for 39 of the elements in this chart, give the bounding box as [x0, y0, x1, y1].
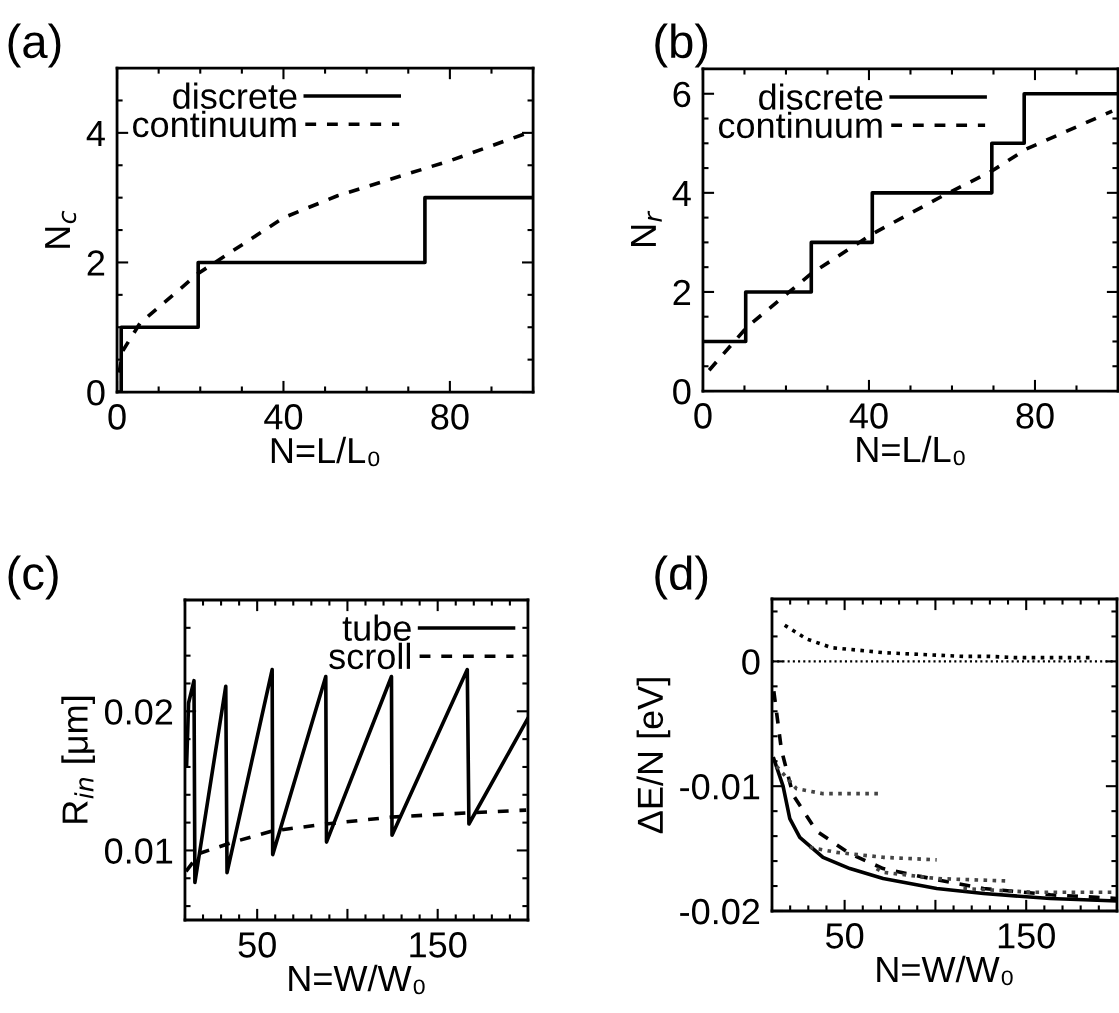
- chart-title: (a): [8, 23, 61, 68]
- y-axis-title: N$_{r}$: [631, 210, 662, 246]
- chart-title: (b): [655, 23, 708, 68]
- y-axis-title: N$_{c}$: [45, 210, 77, 248]
- y-tick-label: -0.01: [680, 774, 760, 800]
- x-axis-title: N=L/L₀: [271, 436, 380, 467]
- y-tick-label: -0.02: [680, 898, 760, 925]
- y-axis-title: R$_{in}$ [μm]: [61, 696, 95, 823]
- legend-label: continuum: [133, 110, 296, 138]
- x-tick-label: 80: [431, 404, 469, 430]
- y-tick-label: 4: [672, 181, 691, 206]
- y-tick-label: 0: [673, 378, 691, 405]
- legend-label: discrete: [759, 83, 883, 110]
- y-tick-label: 0: [87, 379, 105, 406]
- y-tick-label: 2: [87, 250, 105, 276]
- x-axis-title: N=W/W₀: [289, 964, 425, 995]
- chart-title: (d): [655, 555, 708, 600]
- x-tick-label: 50: [238, 932, 276, 958]
- x-axis-title: N=W/W₀: [877, 955, 1013, 986]
- chart-title: (c): [8, 555, 58, 600]
- x-tick-label: 40: [264, 404, 303, 430]
- x-tick-label: 150: [410, 932, 467, 958]
- legend-label: continuum: [718, 111, 882, 139]
- line-series: [807, 845, 939, 862]
- x-tick-label: 150: [998, 923, 1055, 949]
- x-tick-label: 50: [825, 923, 864, 949]
- legend-label: discrete: [173, 82, 297, 110]
- y-tick-label: 6: [673, 81, 691, 108]
- y-tick-label: 0.01: [104, 838, 173, 864]
- y-tick-label: 0.02: [104, 699, 173, 725]
- legend-label: scroll: [329, 642, 410, 670]
- x-axis-title: N=L/L₀: [857, 435, 965, 466]
- x-tick-label: 80: [1016, 403, 1054, 429]
- y-tick-label: 2: [673, 279, 691, 306]
- legend-label: tube: [342, 614, 411, 641]
- x-tick-label: 40: [849, 403, 888, 429]
- y-tick-label: 4: [86, 121, 105, 146]
- y-axis-title: ΔE/N [eV]: [636, 678, 671, 834]
- y-tick-label: 0: [742, 649, 760, 675]
